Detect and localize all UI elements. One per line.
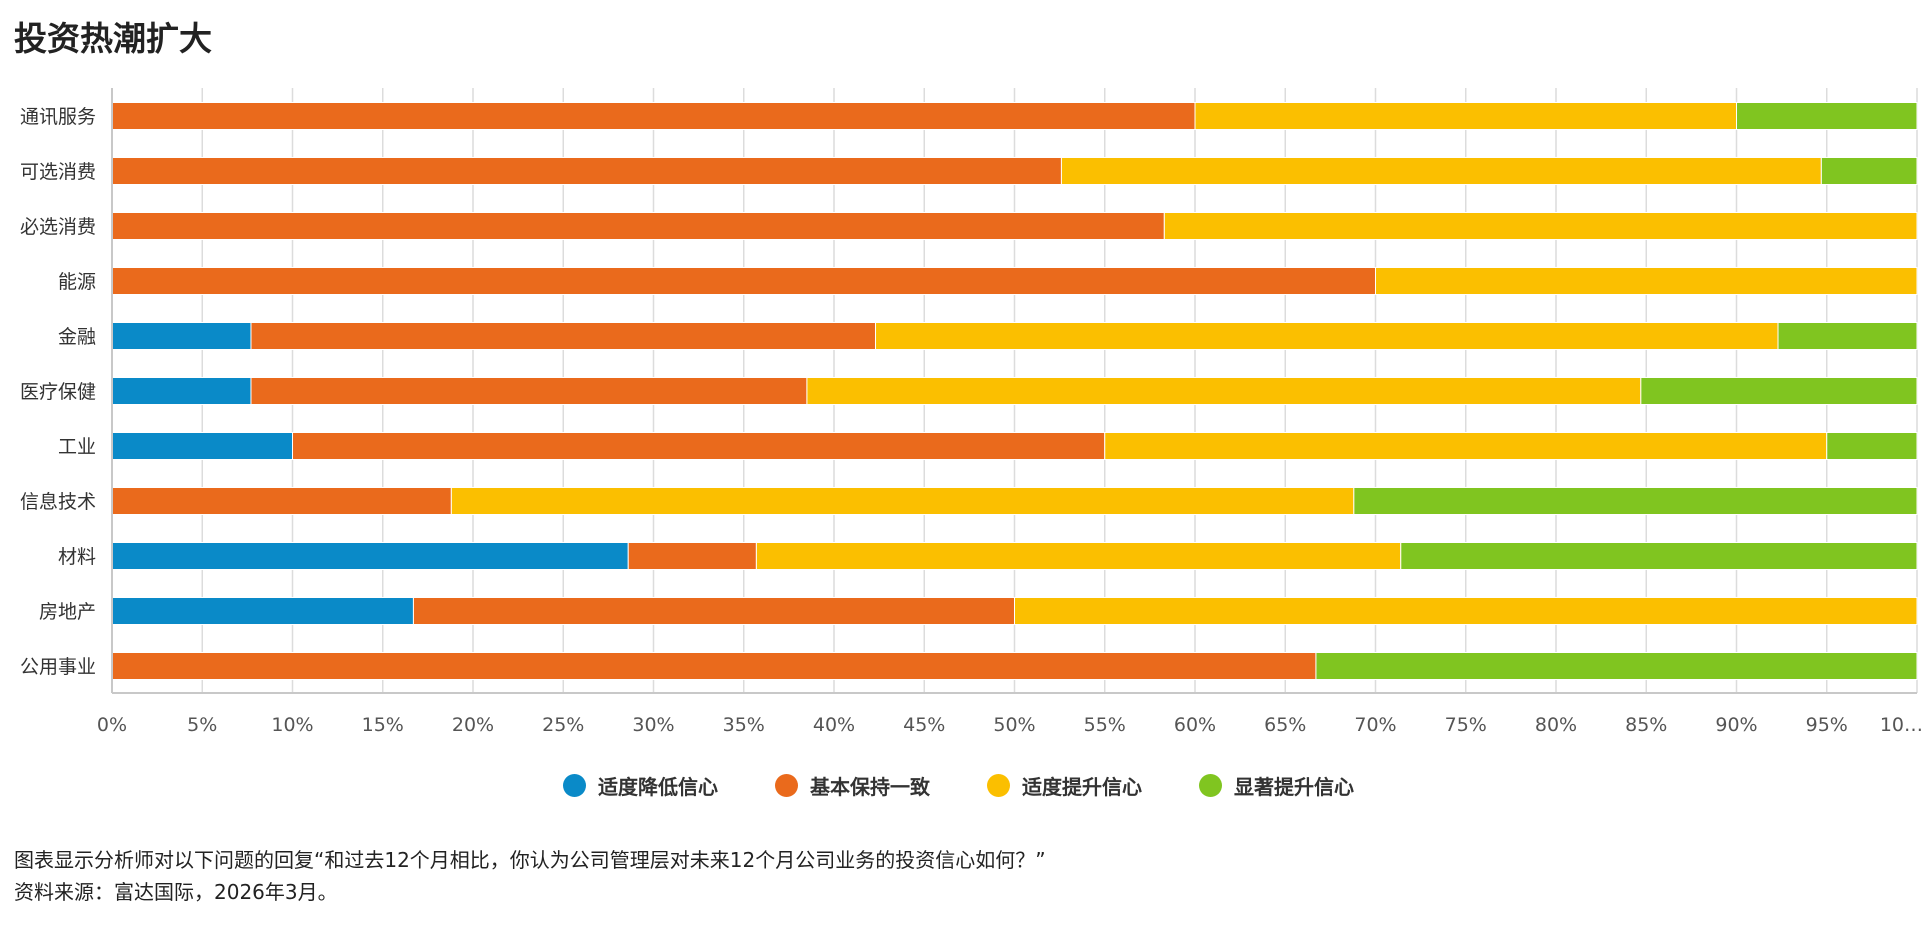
bar-segment[interactable]	[1820, 157, 1918, 185]
bar-segment[interactable]	[1104, 432, 1828, 460]
bar-segment[interactable]	[1736, 102, 1918, 130]
legend-item-moderate-increase[interactable]: 适度提升信心	[987, 768, 1142, 802]
bar-segment[interactable]	[1375, 267, 1918, 295]
bar-segment[interactable]	[1826, 432, 1918, 460]
bar-segment[interactable]	[1640, 377, 1918, 405]
category-label: 医疗保健	[20, 381, 96, 403]
bar-segment[interactable]	[292, 432, 1106, 460]
bar-segment[interactable]	[111, 157, 1062, 185]
x-tick-label: 10%	[271, 714, 313, 736]
x-tick-label: 45%	[903, 714, 945, 736]
bar-segment[interactable]	[111, 102, 1196, 130]
category-label: 能源	[58, 271, 96, 293]
bar-segment[interactable]	[250, 377, 808, 405]
bar-segment[interactable]	[1315, 652, 1918, 680]
legend-label-unchanged: 基本保持一致	[810, 774, 930, 799]
x-tick-label: 95%	[1806, 714, 1848, 736]
bar-segment[interactable]	[412, 597, 1015, 625]
x-tick-label: 50%	[993, 714, 1035, 736]
legend-label-decrease: 适度降低信心	[598, 774, 718, 799]
bar-segment[interactable]	[111, 322, 252, 350]
bar-segment[interactable]	[111, 597, 414, 625]
x-tick-label: 65%	[1264, 714, 1306, 736]
bar-segment[interactable]	[450, 487, 1355, 515]
x-tick-label: 40%	[813, 714, 855, 736]
x-tick-label: 25%	[542, 714, 584, 736]
bar-segment[interactable]	[1014, 597, 1918, 625]
legend-item-unchanged[interactable]: 基本保持一致	[775, 768, 930, 802]
axes	[111, 88, 1917, 694]
x-tick-label: 15%	[362, 714, 404, 736]
chart-footnote: 图表显示分析师对以下问题的回复“和过去12个月相比，你认为公司管理层对未来12个…	[14, 848, 1046, 872]
bar-segment[interactable]	[111, 212, 1165, 240]
bar-segment[interactable]	[1163, 212, 1918, 240]
x-tick-label: 70%	[1354, 714, 1396, 736]
x-tick-label: 30%	[632, 714, 674, 736]
bar-segment[interactable]	[111, 542, 629, 570]
legend-swatch-decrease	[563, 773, 586, 797]
legend-item-significant-increase[interactable]: 显著提升信心	[1199, 768, 1354, 802]
bar-segment[interactable]	[1400, 542, 1918, 570]
legend-swatch-significant-increase	[1199, 773, 1222, 797]
category-label: 房地产	[39, 601, 96, 623]
x-tick-label: 90%	[1715, 714, 1757, 736]
bar-segment[interactable]	[627, 542, 757, 570]
legend-label-significant-increase: 显著提升信心	[1234, 774, 1354, 799]
bar-segment[interactable]	[111, 432, 293, 460]
category-label: 必选消费	[20, 216, 96, 238]
x-tick-label: 60%	[1174, 714, 1216, 736]
x-tick-label: 85%	[1625, 714, 1667, 736]
bar-segment[interactable]	[250, 322, 877, 350]
bar-segment[interactable]	[111, 377, 252, 405]
bar-segment[interactable]	[755, 542, 1402, 570]
x-tick-label: 75%	[1445, 714, 1487, 736]
bar-segment[interactable]	[1194, 102, 1737, 130]
legend-swatch-moderate-increase	[987, 773, 1010, 797]
category-label: 公用事业	[20, 656, 96, 678]
chart-source: 资料来源：富达国际，2026年3月。	[14, 880, 338, 904]
bars	[111, 102, 1918, 680]
category-label: 通讯服务	[20, 106, 96, 128]
bar-segment[interactable]	[875, 322, 1779, 350]
x-tick-labels: 0% 5% 10% 15% 20% 25% 30% 35% 40% 45% 50% 55% 60% 65%…	[97, 714, 1923, 736]
x-tick-label: 0%	[97, 714, 127, 736]
category-label: 材料	[58, 546, 96, 568]
category-label: 工业	[58, 436, 96, 458]
bar-segment[interactable]	[806, 377, 1642, 405]
x-tick-label: 80%	[1535, 714, 1577, 736]
bar-segment[interactable]	[111, 267, 1376, 295]
x-tick-label: 35%	[723, 714, 765, 736]
category-label: 金融	[58, 326, 96, 348]
legend: 适度降低信心 基本保持一致 适度提升信心 显著提升信心	[0, 768, 1931, 802]
legend-swatch-unchanged	[775, 773, 798, 797]
bar-segment[interactable]	[1777, 322, 1918, 350]
x-tick-label: 55%	[1084, 714, 1126, 736]
bar-segment[interactable]	[1353, 487, 1918, 515]
legend-item-decrease[interactable]: 适度降低信心	[563, 768, 718, 802]
x-tick-label: 10…	[1880, 714, 1923, 736]
legend-label-moderate-increase: 适度提升信心	[1022, 774, 1142, 799]
category-label: 可选消费	[20, 161, 96, 183]
x-tick-label: 20%	[452, 714, 494, 736]
chart-title: 投资热潮扩大	[14, 19, 212, 58]
x-tick-label: 5%	[187, 714, 217, 736]
bar-segment[interactable]	[111, 652, 1317, 680]
bar-segment[interactable]	[111, 487, 452, 515]
category-label: 信息技术	[20, 491, 96, 513]
bar-segment[interactable]	[1060, 157, 1822, 185]
